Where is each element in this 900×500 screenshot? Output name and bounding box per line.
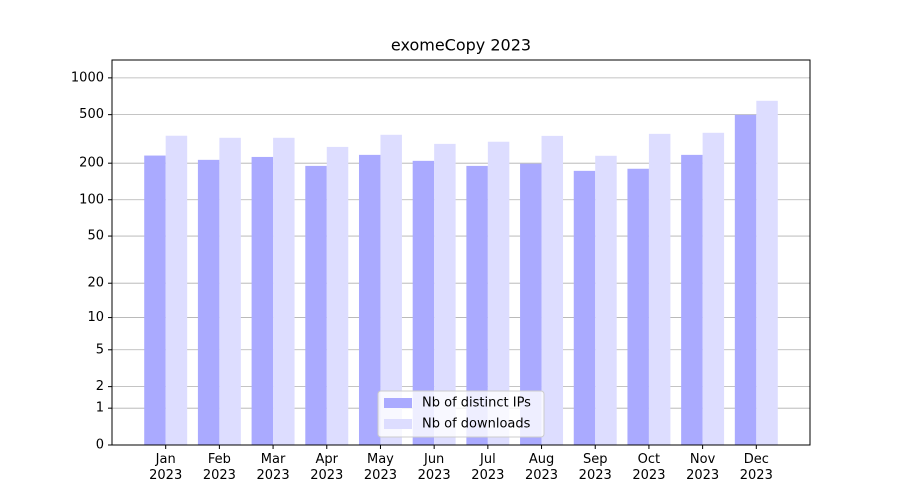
x-tick-label: Sep 2023 (578, 452, 612, 483)
legend-label: Nb of downloads (422, 417, 531, 432)
chart-title: exomeCopy 2023 (391, 36, 531, 55)
bar (305, 165, 327, 446)
bar (380, 134, 402, 445)
bar (466, 165, 488, 446)
y-tick-label: 2 (96, 379, 104, 394)
bar (734, 114, 757, 445)
x-tick-label: Aug 2023 (524, 452, 559, 483)
y-tick-label: 100 (79, 192, 104, 207)
bar (681, 154, 703, 445)
bar (487, 141, 510, 445)
x-tick-label: Oct 2023 (632, 452, 666, 483)
bar (434, 143, 456, 445)
bar (412, 160, 435, 445)
x-tick-label: Dec 2023 (739, 452, 773, 483)
bar (144, 155, 166, 446)
y-tick-label: 200 (79, 156, 104, 171)
x-tick-label: May 2023 (363, 452, 397, 483)
y-tick-label: 1 (96, 401, 104, 416)
bar (595, 155, 617, 446)
bar (627, 168, 649, 445)
bar (197, 159, 220, 445)
y-tick-label: 500 (79, 107, 104, 122)
legend: Nb of distinct IPs Nb of downloads (377, 390, 545, 438)
x-tick-label: Nov 2023 (686, 452, 720, 483)
x-tick-label: Jun 2023 (417, 452, 451, 483)
bar (648, 133, 671, 445)
bar (251, 156, 274, 445)
plot-frame (111, 59, 811, 446)
bar (573, 170, 596, 445)
legend-box (377, 390, 545, 438)
x-tick-label: Apr 2023 (310, 452, 344, 483)
y-tick-label: 50 (87, 229, 104, 244)
bar (358, 154, 381, 445)
x-tick-label: Feb 2023 (202, 452, 236, 483)
y-tick-label: 5 (96, 342, 104, 357)
y-tick-label: 1000 (71, 70, 104, 85)
y-tick-label: 10 (87, 310, 104, 325)
bar (702, 132, 725, 445)
legend-label: Nb of distinct IPs (422, 396, 531, 411)
bar (541, 135, 564, 445)
legend-swatch (384, 398, 412, 408)
bar (520, 163, 542, 445)
bar (165, 135, 188, 445)
bar (219, 137, 241, 445)
x-tick-label: Mar 2023 (256, 452, 290, 483)
x-tick-label: Jul 2023 (471, 452, 505, 483)
y-tick-label: 0 (96, 438, 104, 453)
legend-swatch (384, 419, 412, 429)
bar (273, 137, 295, 445)
y-tick-label: 20 (87, 276, 104, 291)
x-tick-label: Jan 2023 (149, 452, 183, 483)
bar (326, 146, 349, 445)
bar (756, 100, 778, 445)
